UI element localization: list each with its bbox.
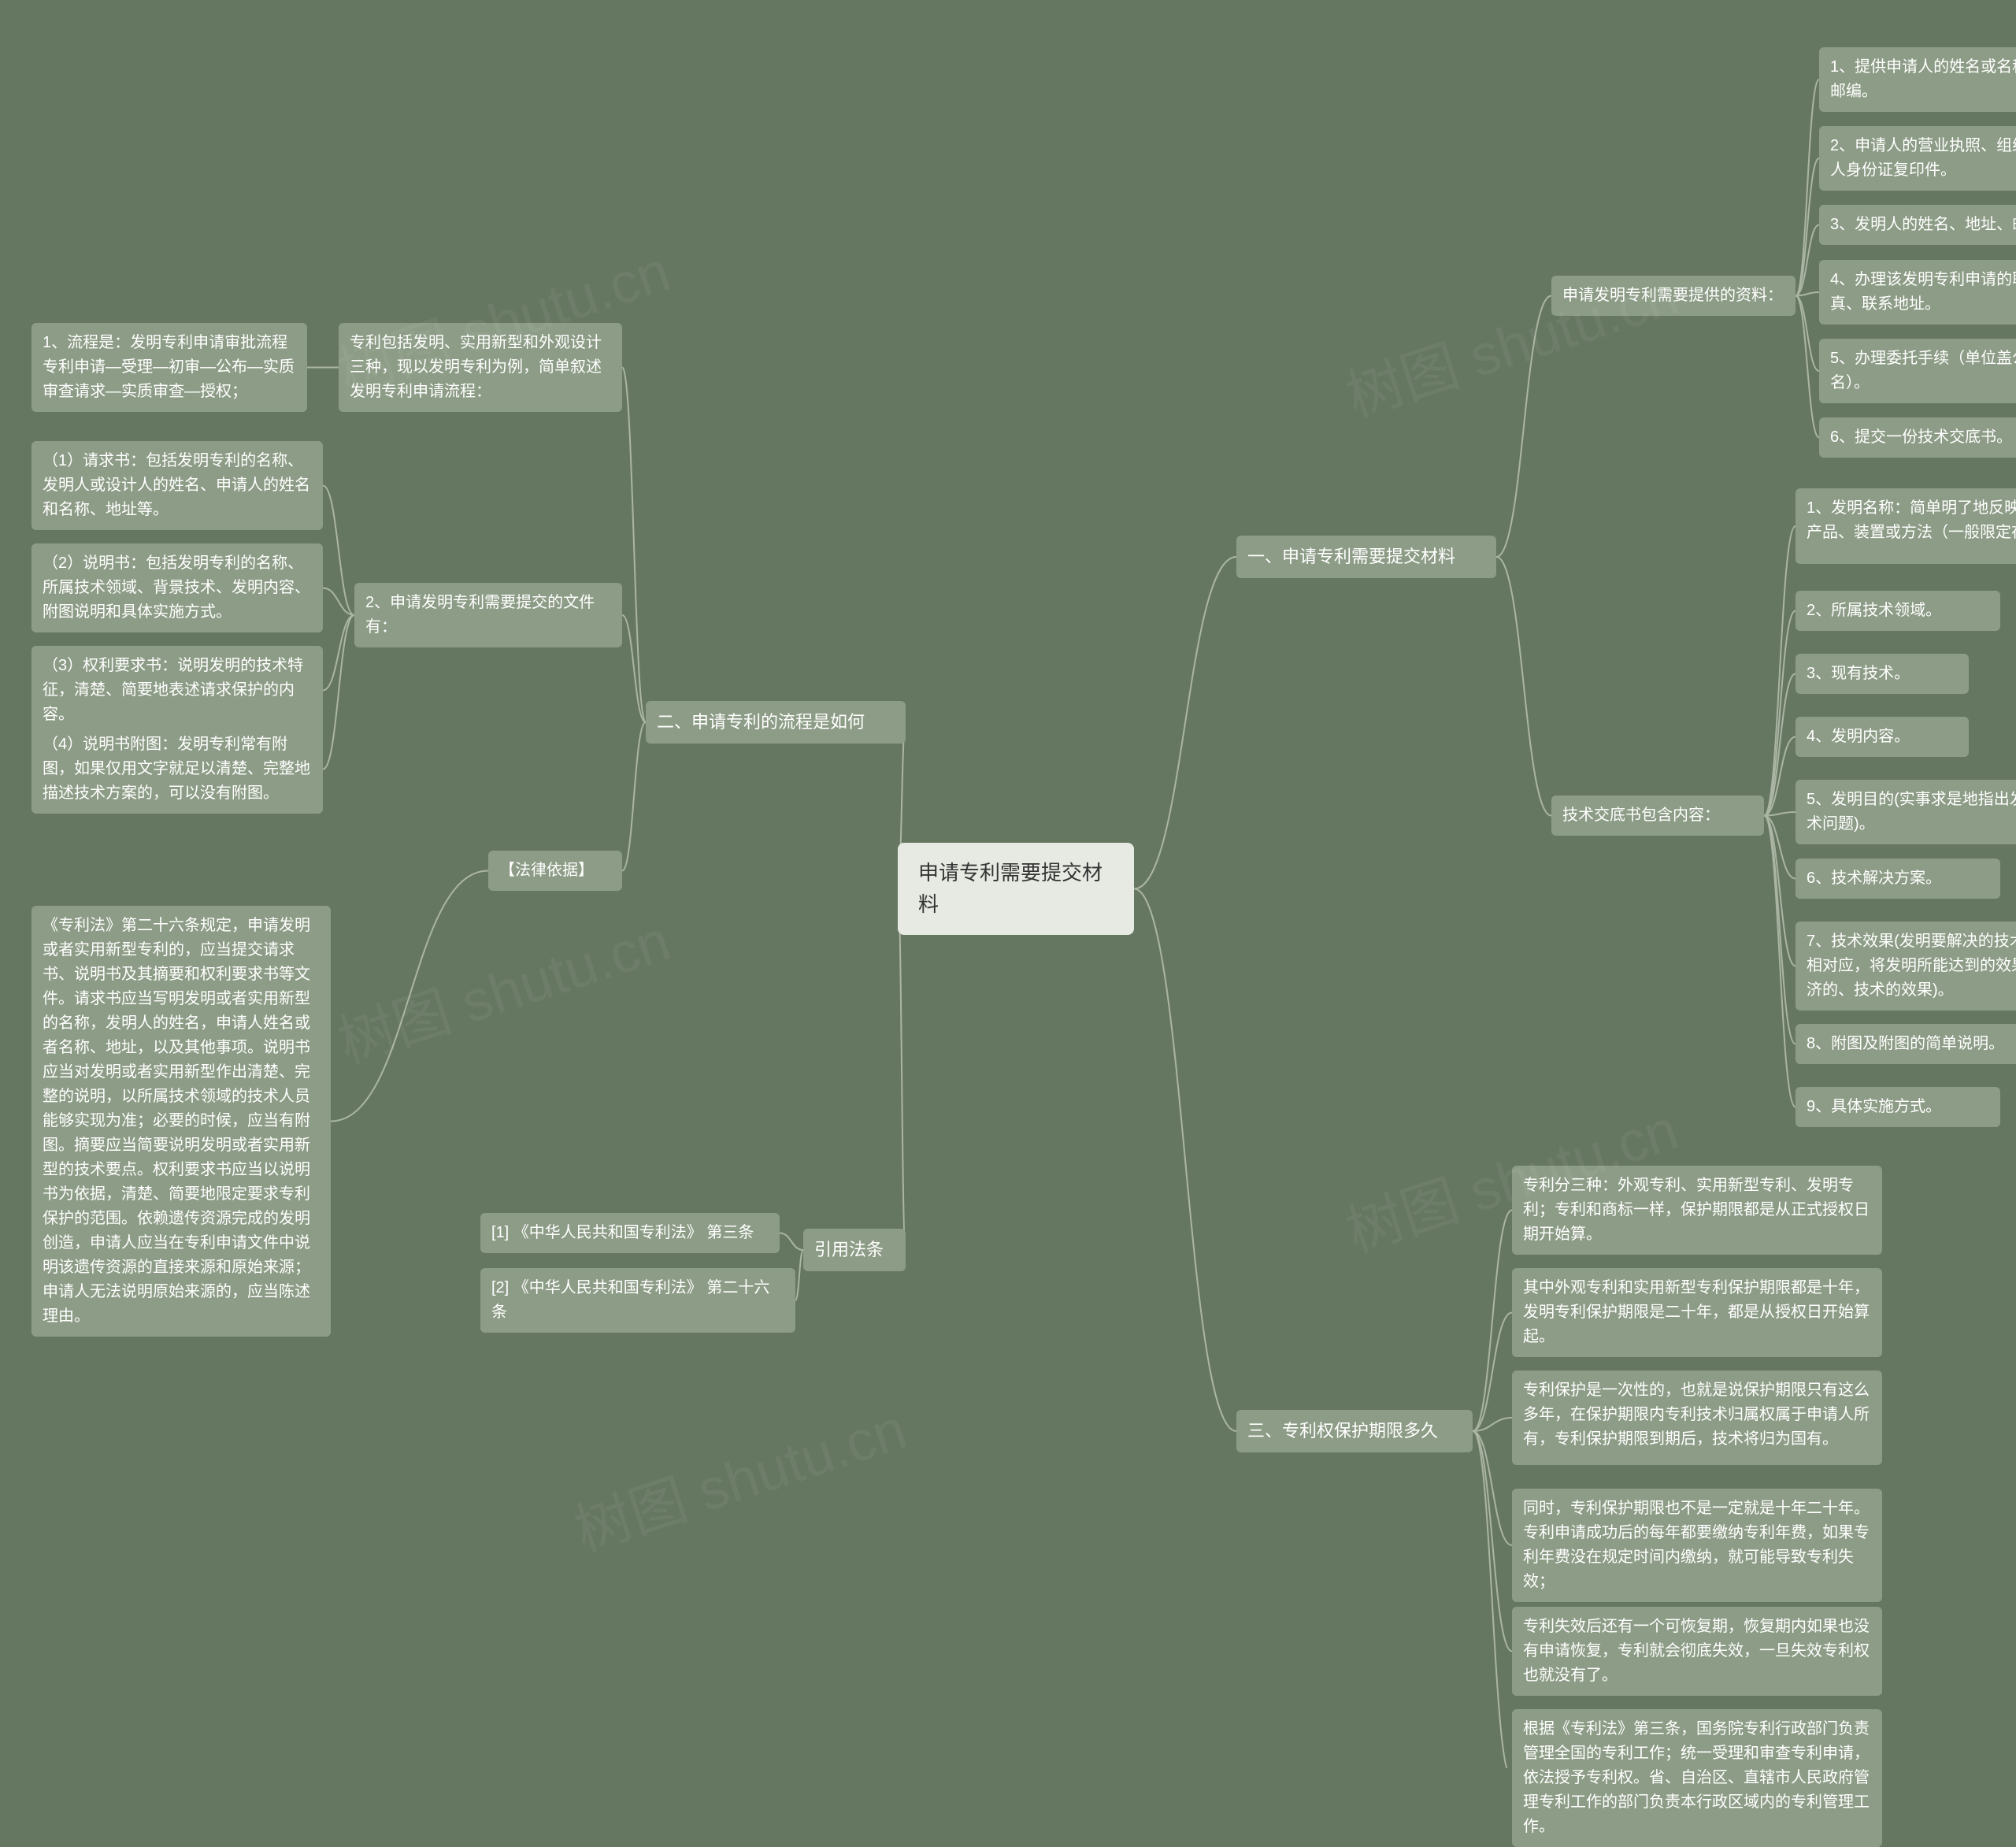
edge-b1a-b1a6 <box>1796 296 1819 438</box>
edge-root-b1 <box>1134 557 1236 889</box>
mindmap-node-b3: 三、专利权保护期限多久 <box>1236 1410 1473 1452</box>
edge-b1a-b1a5 <box>1796 296 1819 372</box>
edge-b3-b3n5 <box>1473 1431 1512 1652</box>
edge-b1-b1a <box>1496 296 1551 558</box>
edge-b1a-b1a3 <box>1796 225 1819 296</box>
mindmap-node-b2b4: （4）说明书附图：发明专利常有附图，如果仅用文字就足以清楚、完整地描述技术方案的… <box>32 725 323 814</box>
edge-b1b-b1b4 <box>1764 737 1796 816</box>
mindmap-node-b1b9: 9、具体实施方式。 <box>1796 1087 2000 1127</box>
edge-b1b-b1b6 <box>1764 816 1796 879</box>
watermark: 树图 shutu.cn <box>562 1382 914 1567</box>
mindmap-node-b2a1: 1、流程是：发明专利申请审批流程专利申请—受理—初审—公布—实质审查请求—实质审… <box>32 323 307 412</box>
edge-b2-b2b <box>622 615 646 722</box>
edge-b1b-b1b7 <box>1764 816 1796 966</box>
mindmap-node-ref1: [1] 《中华人民共和国专利法》 第三条 <box>480 1213 780 1253</box>
watermark: 树图 shutu.cn <box>326 894 678 1079</box>
edge-b3-b3n2 <box>1473 1313 1512 1432</box>
edge-b1b-b1b3 <box>1764 674 1796 816</box>
edge-b1b-b1b5 <box>1764 812 1796 816</box>
mindmap-node-root: 申请专利需要提交材料 <box>898 843 1134 935</box>
mindmap-node-b1b7: 7、技术效果(发明要解决的技术问题、技术方案相对应，将发明所能达到的效果包括社会… <box>1796 922 2016 1011</box>
edge-bref-ref1 <box>780 1233 803 1251</box>
edge-b1b-b1b9 <box>1764 816 1796 1107</box>
mindmap-node-b3n5: 专利失效后还有一个可恢复期，恢复期内如果也没有申请恢复，专利就会彻底失效，一旦失… <box>1512 1607 1882 1696</box>
mindmap-node-b1a3: 3、发明人的姓名、地址、邮编。 <box>1819 205 2016 245</box>
edge-b2-b2a <box>622 368 646 723</box>
mindmap-node-b3n2: 其中外观专利和实用新型专利保护期限都是十年，发明专利保护期限是二十年，都是从授权… <box>1512 1268 1882 1357</box>
mindmap-node-b1a2: 2、申请人的营业执照、组织机构代码证或个人身份证复印件。 <box>1819 126 2016 191</box>
mindmap-node-b1b6: 6、技术解决方案。 <box>1796 859 2000 899</box>
edge-b1a-b1a4 <box>1796 292 1819 296</box>
edge-b3-b3n1 <box>1473 1211 1512 1432</box>
edge-bref-ref2 <box>795 1250 803 1300</box>
mindmap-node-bref: 引用法条 <box>803 1229 906 1271</box>
mindmap-node-b1a5: 5、办理委托手续（单位盖公章或自然人签名）。 <box>1819 339 2016 403</box>
edge-b1b-b1b1 <box>1764 526 1796 816</box>
mindmap-node-b1a4: 4、办理该发明专利申请的联系人的电话、传真、联系地址。 <box>1819 260 2016 325</box>
mindmap-node-b1b8: 8、附图及附图的简单说明。 <box>1796 1024 2016 1064</box>
edge-b1-b1b <box>1496 557 1551 816</box>
edge-b2b-b2b2 <box>323 588 354 616</box>
mindmap-node-b2b1: （1）请求书：包括发明专利的名称、发明人或设计人的姓名、申请人的姓名和名称、地址… <box>32 441 323 530</box>
mindmap-node-b1a1: 1、提供申请人的姓名或名称（全称）、地址、邮编。 <box>1819 47 2016 112</box>
mindmap-node-b1b5: 5、发明目的(实事求是地指出发明所要解决的技术问题)。 <box>1796 780 2016 844</box>
mindmap-node-b1: 一、申请专利需要提交材料 <box>1236 536 1496 578</box>
mindmap-node-b3n4: 同时，专利保护期限也不是一定就是十年二十年。专利申请成功后的每年都要缴纳专利年费… <box>1512 1489 1882 1602</box>
mindmap-node-b3n3: 专利保护是一次性的，也就是说保护期限只有这么多年，在保护期限内专利技术归属权属于… <box>1512 1370 1882 1465</box>
edge-b2b-b2b4 <box>323 615 354 770</box>
mindmap-node-b1a: 申请发明专利需要提供的资料： <box>1551 276 1796 316</box>
edge-b3-b3n6 <box>1473 1431 1512 1768</box>
edge-b1b-b1b8 <box>1764 816 1796 1044</box>
edge-root-bref <box>898 889 906 1251</box>
mindmap-node-b2b2: （2）说明书：包括发明专利的名称、所属技术领域、背景技术、发明内容、附图说明和具… <box>32 543 323 632</box>
mindmap-node-b1b3: 3、现有技术。 <box>1796 654 1969 694</box>
mindmap-node-b2b3: （3）权利要求书：说明发明的技术特征，清楚、简要地表述请求保护的内容。 <box>32 646 323 735</box>
edge-b3-b3n3 <box>1473 1418 1512 1431</box>
edge-b1a-b1a2 <box>1796 158 1819 296</box>
mindmap-node-b1b2: 2、所属技术领域。 <box>1796 591 2000 631</box>
mindmap-node-b1b: 技术交底书包含内容： <box>1551 796 1764 836</box>
mindmap-node-b2a: 专利包括发明、实用新型和外观设计三种，现以发明专利为例，简单叙述发明专利申请流程… <box>339 323 622 412</box>
edge-b2b-b2b1 <box>323 486 354 616</box>
mindmap-node-b3n6: 根据《专利法》第三条，国务院专利行政部门负责管理全国的专利工作；统一受理和审查专… <box>1512 1709 1882 1847</box>
mindmap-node-ref2: [2] 《中华人民共和国专利法》 第二十六条 <box>480 1268 795 1333</box>
mindmap-node-b2c1: 《专利法》第二十六条规定，申请发明或者实用新型专利的，应当提交请求书、说明书及其… <box>32 906 331 1337</box>
mindmap-node-b1a6: 6、提交一份技术交底书。 <box>1819 417 2016 458</box>
edge-b3-b3n4 <box>1473 1431 1512 1545</box>
mindmap-node-b2: 二、申请专利的流程是如何 <box>646 701 906 744</box>
mindmap-node-b3n1: 专利分三种：外观专利、实用新型专利、发明专利；专利和商标一样，保护期限都是从正式… <box>1512 1166 1882 1255</box>
mindmap-node-b1b4: 4、发明内容。 <box>1796 717 1969 757</box>
edge-root-b3 <box>1134 889 1236 1432</box>
edge-b2-b2c <box>622 722 646 871</box>
edge-b1a-b1a1 <box>1796 80 1819 296</box>
edge-b2c-b2c1 <box>331 871 488 1122</box>
edge-b1b-b1b2 <box>1764 611 1796 816</box>
mindmap-node-b2b: 2、申请发明专利需要提交的文件有： <box>354 583 622 647</box>
mindmap-node-b2c: 【法律依据】 <box>488 851 622 891</box>
mindmap-node-b1b1: 1、发明名称：简单明了地反映发明的技术内容是产品、装置或方法（一般限定在25个字… <box>1796 488 2016 564</box>
edge-b2b-b2b3 <box>323 615 354 691</box>
